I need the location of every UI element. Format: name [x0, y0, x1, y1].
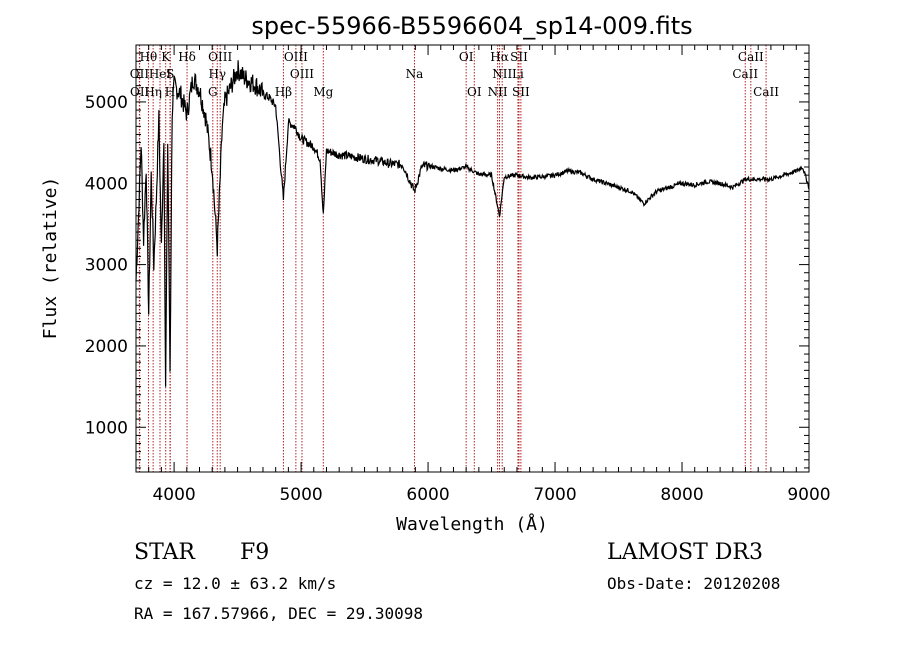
spectral-line-label: G — [208, 85, 218, 99]
spectral-line-markers — [138, 45, 767, 472]
spectral-line-label: OIII — [284, 50, 308, 64]
spectral-line-label: Hα — [490, 50, 509, 64]
spectral-line-label: CaII — [732, 67, 758, 81]
survey-name: LAMOST DR3 — [607, 540, 763, 565]
spectral-line-label: SII — [512, 85, 530, 99]
spectral-line-label: CaII — [753, 85, 779, 99]
x-axis-label: Wavelength (Å) — [396, 513, 548, 535]
y-tick-label: 5000 — [85, 93, 128, 113]
spectral-line-label: Mg — [313, 85, 333, 99]
spectral-line-label: S — [166, 67, 174, 81]
spectral-line-label: Hδ — [178, 50, 196, 64]
spectral-line-label: K — [161, 50, 171, 64]
spectral-line-label: OIII — [208, 50, 232, 64]
spectral-line-label: Li — [512, 67, 524, 81]
spectral-line-label: CaII — [738, 50, 764, 64]
y-tick-label: 2000 — [85, 337, 128, 357]
x-tick-label: 6000 — [406, 485, 449, 505]
x-tick-label: 8000 — [660, 485, 703, 505]
y-axis-ticks: 1000 2000 3000 4000 5000 — [85, 44, 809, 469]
y-axis-label: Flux (relative) — [40, 177, 61, 340]
plot-frame — [135, 44, 810, 473]
spectral-line-label: NII — [488, 85, 508, 99]
x-axis-ticks: 4000 5000 6000 7000 8000 9000 — [135, 45, 831, 505]
spectral-line-label: OI — [459, 50, 474, 64]
spectral-line-label: H — [165, 85, 175, 99]
object-type: STAR — [134, 540, 196, 565]
x-tick-label: 9000 — [787, 485, 830, 505]
spectral-line-label: NII — [492, 67, 512, 81]
y-tick-label: 1000 — [85, 418, 128, 438]
x-tick-label: 7000 — [533, 485, 576, 505]
y-tick-label: 4000 — [85, 174, 128, 194]
spectral-line-label: Na — [406, 67, 424, 81]
spectral-line-label: Hβ — [275, 85, 292, 99]
y-tick-label: 3000 — [85, 256, 128, 276]
spectral-line-label: OII — [130, 85, 150, 99]
spectral-line-label: Hη — [144, 85, 162, 99]
spectral-subclass: F9 — [240, 540, 269, 565]
coordinates: RA = 167.57966, DEC = 29.30098 — [134, 604, 423, 623]
spectral-line-label: SII — [510, 50, 528, 64]
chart-title: spec-55966-B5596604_sp14-009.fits — [251, 12, 692, 40]
spectral-line-label: OIII — [290, 67, 314, 81]
spectral-line-label: Hθ — [140, 50, 158, 64]
spectral-line-label: Hγ — [208, 67, 226, 81]
redshift-value: cz = 12.0 ± 63.2 km/s — [134, 574, 336, 593]
x-tick-label: 4000 — [152, 485, 195, 505]
spectrum-line — [135, 60, 810, 387]
spectral-line-label: OII — [130, 67, 150, 81]
spectral-line-label: OI — [467, 85, 482, 99]
observation-date: Obs-Date: 20120208 — [607, 574, 780, 593]
x-tick-label: 5000 — [279, 485, 322, 505]
spectral-line-label: HeI — [149, 67, 172, 81]
